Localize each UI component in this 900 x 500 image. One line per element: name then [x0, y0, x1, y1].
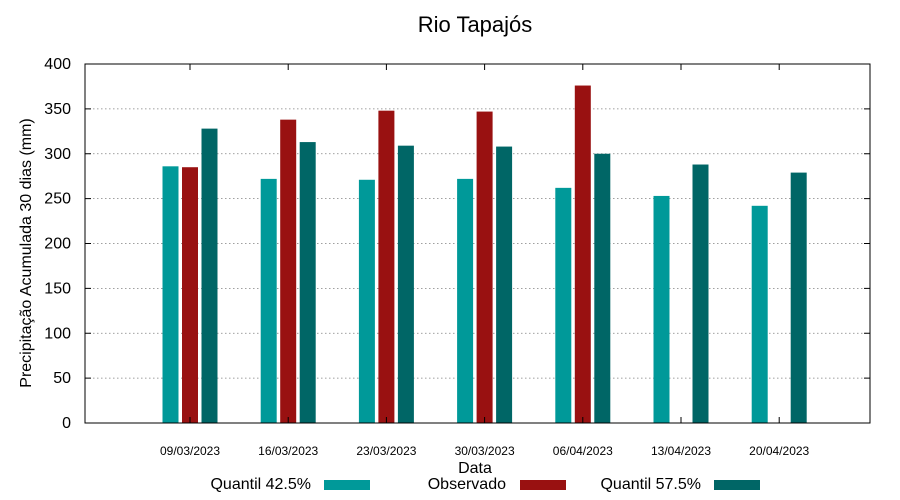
bar-2-5 [692, 164, 709, 423]
bar-2-4 [594, 153, 611, 423]
y-tick-label: 300 [44, 146, 71, 163]
bar-1-4 [574, 85, 591, 423]
y-tick-label: 200 [44, 236, 71, 253]
x-axis-label: Data [458, 460, 492, 477]
x-tick-label: 20/04/2023 [749, 444, 809, 458]
legend-swatch [520, 480, 566, 490]
bar-0-1 [260, 178, 277, 423]
legend-swatch [714, 480, 760, 490]
bar-0-6 [751, 205, 768, 423]
legend-label: Quantil 57.5% [600, 476, 701, 493]
bar-0-0 [162, 166, 179, 423]
y-axis-label: Precipitação Acumulada 30 dias (mm) [18, 118, 35, 387]
bar-2-0 [201, 128, 218, 423]
y-ticks: 0 50 100 150 200 250 300 350 400 [44, 56, 870, 432]
y-tick-label: 150 [44, 280, 71, 297]
legend-label: Observado [428, 476, 506, 493]
bar-1-2 [378, 110, 395, 424]
x-tick-label: 30/03/2023 [455, 444, 515, 458]
y-tick-label: 350 [44, 101, 71, 118]
bar-0-4 [555, 187, 572, 423]
x-tick-label: 09/03/2023 [160, 444, 220, 458]
bar-1-1 [280, 119, 297, 424]
x-tick-label: 13/04/2023 [651, 444, 711, 458]
bar-0-2 [358, 179, 375, 423]
x-tick-label: 23/03/2023 [356, 444, 416, 458]
x-ticks: 09/03/2023 16/03/2023 23/03/2023 30/03/2023… [160, 64, 810, 458]
chart-title: Rio Tapajós [418, 12, 533, 37]
bar-2-6 [790, 172, 807, 423]
y-tick-label: 250 [44, 191, 71, 208]
bar-0-3 [457, 178, 474, 423]
y-tick-label: 100 [44, 325, 71, 342]
x-tick-label: 06/04/2023 [553, 444, 613, 458]
legend: Quantil 42.5% Observado Quantil 57.5% [210, 476, 760, 493]
legend-swatch [324, 480, 370, 490]
bar-2-1 [299, 142, 316, 423]
bar-1-0 [182, 167, 198, 423]
bar-2-2 [397, 145, 414, 424]
y-tick-label: 50 [53, 370, 71, 387]
bars [162, 85, 807, 424]
x-tick-label: 16/03/2023 [258, 444, 318, 458]
bar-2-3 [496, 146, 513, 423]
y-tick-label: 400 [44, 56, 71, 73]
bar-1-3 [476, 111, 493, 423]
bar-0-5 [653, 195, 670, 423]
y-tick-label: 0 [62, 415, 71, 432]
legend-label: Quantil 42.5% [210, 476, 311, 493]
